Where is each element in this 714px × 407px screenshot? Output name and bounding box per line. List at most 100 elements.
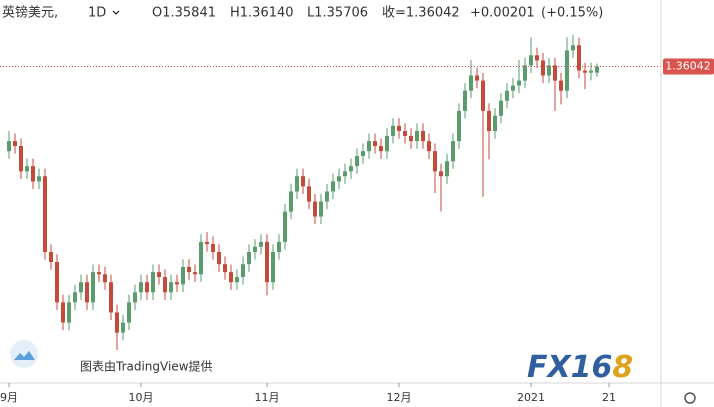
quote-value: O1.35841 [152, 6, 216, 21]
candle-body [235, 277, 239, 283]
candle-body [565, 50, 569, 91]
candle-body [355, 156, 359, 167]
candle-body [517, 80, 521, 86]
candle-body [85, 282, 89, 303]
candle-body [367, 141, 371, 152]
logo-circle [10, 340, 38, 368]
candle-body [547, 65, 551, 76]
candle-body [229, 272, 233, 283]
candle-body [541, 60, 545, 76]
candle-body [109, 282, 113, 313]
candle-body [37, 176, 41, 182]
candle-body [151, 272, 155, 293]
candle-body [253, 246, 257, 252]
candle-body [331, 181, 335, 192]
candle-body [301, 176, 305, 187]
quote-value: (+0.15%) [541, 6, 603, 21]
logo-shape [14, 351, 35, 360]
candle-body [217, 251, 221, 265]
candle-body [175, 282, 179, 285]
candle-body [181, 266, 185, 285]
candle-body [31, 166, 35, 182]
candle-body [97, 272, 101, 275]
candle-body [157, 272, 161, 278]
candle-body [349, 166, 353, 172]
candle-body [445, 161, 449, 177]
settings-gear[interactable] [684, 392, 696, 404]
candle-body [307, 186, 311, 202]
watermark: 图表由TradingView提供 [80, 359, 213, 374]
candle-body [427, 141, 431, 152]
candle-body [553, 65, 557, 81]
candle-body [385, 135, 389, 152]
quote: O1.35841 H1.36140 L1.35706 收=1.36042 +0.0020… [152, 6, 603, 21]
candle-body [121, 322, 125, 333]
candle-body [391, 125, 395, 136]
candle-body [139, 282, 143, 293]
candle-body [67, 302, 71, 323]
candle-body [409, 135, 413, 142]
candle-body [259, 241, 263, 247]
candle-body [319, 201, 323, 217]
candle-body [127, 302, 131, 323]
candle-body [559, 80, 563, 91]
x-tick-label: 10月 [129, 391, 154, 404]
quote-value: H1.36140 [230, 6, 294, 21]
interval-chevron[interactable] [112, 10, 120, 15]
candle-body [193, 272, 197, 275]
price-label-box [663, 58, 714, 75]
candle-body [115, 312, 119, 333]
candle-body [187, 266, 191, 273]
candle-body [25, 166, 29, 172]
candle-body [505, 90, 509, 101]
candle-body [523, 65, 527, 81]
candle-body [7, 141, 11, 152]
candle-body [211, 244, 215, 252]
candle-body [169, 282, 173, 293]
candle-body [283, 211, 287, 242]
candle-body [205, 241, 209, 245]
candle-body [295, 176, 299, 192]
candle-body [493, 115, 497, 132]
candle-body [271, 251, 275, 283]
candle-body [61, 302, 65, 323]
candle-body [337, 176, 341, 182]
candle-body [571, 45, 575, 51]
candle-body [49, 251, 53, 263]
x-tick-label: 9月 [0, 391, 18, 404]
candle-body [289, 191, 293, 212]
candle-body [313, 201, 317, 217]
candle-body [421, 131, 425, 142]
settings-icon[interactable] [684, 392, 696, 404]
candle-body [241, 264, 245, 278]
symbol: 英镑美元, [2, 5, 58, 21]
candle-body [475, 75, 479, 81]
candle-body [403, 131, 407, 136]
candle-body [343, 171, 347, 177]
candle-body [13, 141, 17, 146]
candle-body [373, 141, 377, 146]
candle-body [379, 145, 383, 152]
candle-body [79, 282, 83, 293]
candle-body [325, 191, 329, 202]
candle-body [439, 171, 443, 177]
x-tick-label: 12月 [387, 391, 412, 404]
candle-body [265, 241, 269, 283]
interval[interactable]: 1D [88, 6, 106, 21]
candle-body [481, 80, 485, 111]
fx168-logo: FX168 [527, 350, 633, 385]
tradingview-logo [10, 340, 38, 368]
candle-body [499, 100, 503, 116]
x-tick-label: 11月 [255, 391, 280, 404]
logo-text: FX16 [527, 350, 612, 385]
quote-value: L1.35706 [307, 6, 368, 21]
quote-value: 收=1.36042 [382, 6, 460, 21]
candle-body [91, 272, 95, 303]
candle-body [103, 274, 107, 283]
candle-body [223, 264, 227, 273]
candle-body [163, 277, 167, 293]
candle-body [199, 241, 203, 275]
candle-body [529, 55, 533, 66]
candle-body [451, 141, 455, 162]
